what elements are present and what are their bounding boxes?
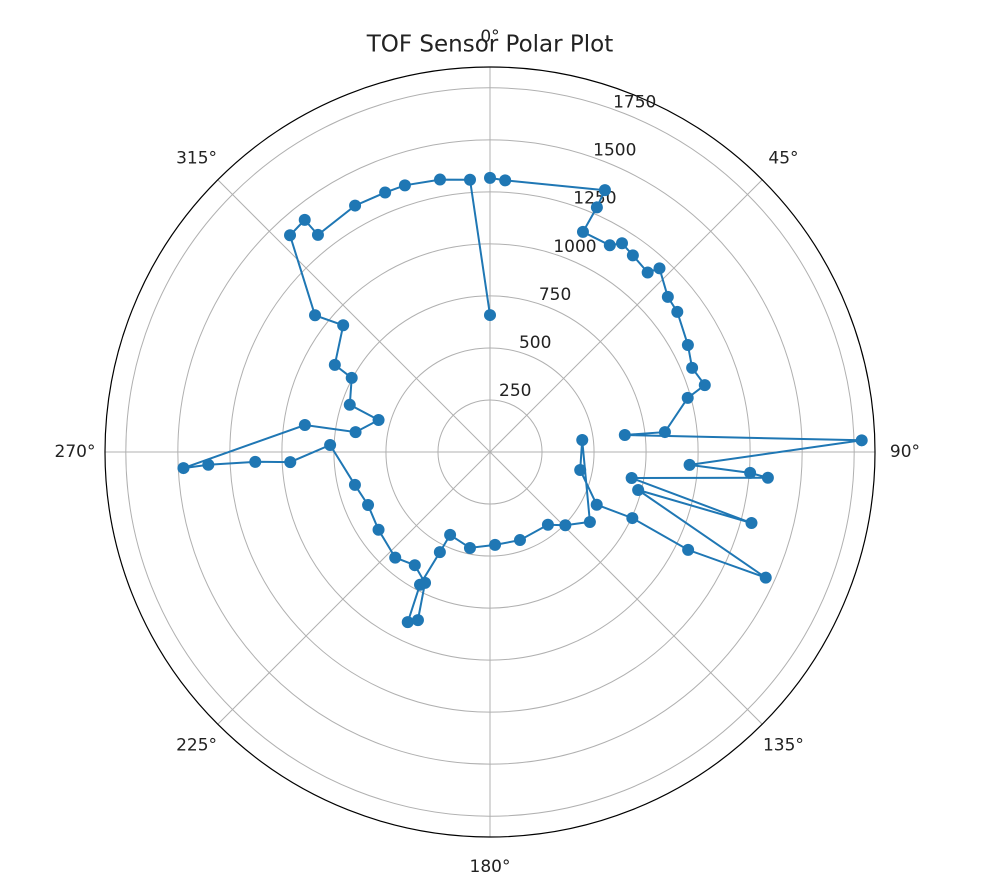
data-point	[401, 616, 414, 629]
radial-tick-label: 1000	[553, 237, 596, 257]
angle-tick-label: 180°	[470, 857, 511, 877]
data-point	[625, 471, 638, 484]
radial-tick-label: 500	[519, 333, 551, 353]
radial-tick-label: 250	[499, 381, 531, 401]
data-point	[761, 471, 774, 484]
data-point	[641, 266, 654, 279]
data-point	[328, 358, 341, 371]
data-line	[183, 176, 862, 624]
data-point	[682, 543, 695, 556]
grid-spoke	[217, 179, 491, 453]
grid-spoke	[489, 179, 763, 453]
data-point	[343, 398, 356, 411]
data-point	[249, 455, 262, 468]
data-point	[653, 262, 666, 275]
data-point	[177, 462, 190, 475]
data-point	[683, 458, 696, 471]
data-point	[632, 484, 645, 497]
data-point	[433, 173, 446, 186]
angle-tick-label: 45°	[768, 149, 798, 169]
data-point	[284, 456, 297, 469]
data-point	[324, 439, 337, 452]
data-point	[759, 571, 772, 584]
data-point	[349, 426, 362, 439]
angle-tick-label: 315°	[176, 149, 217, 169]
data-point	[298, 213, 311, 226]
data-point	[590, 498, 603, 511]
data-point	[559, 519, 572, 532]
data-point	[337, 319, 350, 332]
data-point	[541, 518, 554, 531]
chart-title: TOF Sensor Polar Plot	[366, 32, 614, 58]
data-point	[618, 428, 631, 441]
data-point	[372, 523, 385, 536]
data-point	[661, 290, 674, 303]
data-point	[202, 458, 215, 471]
data-point	[484, 171, 496, 184]
data-point	[298, 418, 311, 431]
data-point	[671, 305, 684, 318]
radial-tick-label: 1750	[613, 93, 656, 113]
data-point	[444, 528, 457, 541]
data-point	[590, 201, 603, 214]
data-point	[463, 541, 476, 554]
data-point	[464, 173, 477, 186]
radial-tick-label: 1500	[593, 141, 636, 161]
data-point	[658, 426, 671, 439]
data-point	[576, 434, 589, 447]
data-point	[686, 361, 699, 374]
data-point	[626, 512, 639, 525]
grid-spoke	[217, 451, 491, 725]
data-point	[499, 174, 512, 187]
data-point	[598, 184, 611, 197]
angle-tick-label: 225°	[176, 735, 217, 755]
data-point	[433, 546, 446, 559]
data-point	[348, 478, 361, 491]
data-point	[855, 434, 868, 447]
data-point	[372, 414, 385, 427]
data-point	[574, 464, 587, 477]
data-point	[576, 225, 589, 238]
data-point	[408, 559, 421, 572]
angle-tick-label: 135°	[763, 735, 804, 755]
data-point	[615, 237, 628, 250]
data-point	[484, 309, 496, 322]
data-point	[379, 186, 392, 199]
polar-frame	[104, 66, 876, 838]
angle-tick-label: 90°	[890, 442, 920, 462]
data-point	[681, 391, 694, 404]
data-point	[345, 371, 358, 384]
data-point	[311, 228, 324, 241]
data-point	[398, 179, 411, 192]
data-point	[489, 538, 502, 551]
data-point	[681, 339, 694, 352]
data-point	[362, 499, 375, 512]
data-point	[745, 517, 758, 530]
grid-spoke	[489, 451, 763, 725]
data-point	[698, 379, 711, 392]
data-point	[411, 614, 424, 627]
data-point	[419, 576, 432, 589]
data-point	[603, 239, 616, 252]
data-point	[349, 199, 362, 212]
data-point	[389, 551, 402, 564]
data-point	[284, 229, 297, 242]
data-point	[626, 249, 639, 262]
data-point	[309, 309, 322, 322]
radial-tick-label: 750	[539, 285, 571, 305]
angle-tick-label: 0°	[480, 27, 499, 47]
data-point	[744, 466, 757, 479]
data-point	[583, 515, 596, 528]
angle-tick-label: 270°	[55, 442, 96, 462]
data-point	[513, 534, 526, 547]
